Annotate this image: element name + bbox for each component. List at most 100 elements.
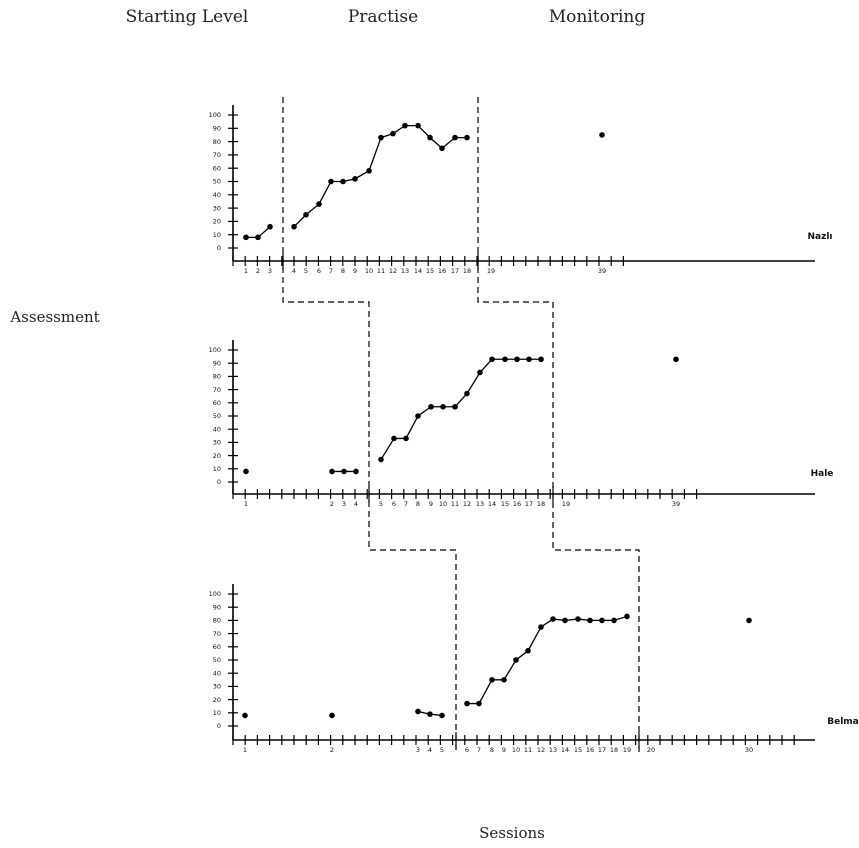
data-point	[562, 617, 568, 624]
data-point	[439, 145, 445, 152]
series-line	[293, 124, 467, 228]
x-tick-label: 30	[745, 746, 753, 754]
y-tick-label: 30	[213, 439, 221, 447]
y-tick-label: 80	[213, 138, 221, 146]
data-point	[267, 223, 273, 230]
data-point	[378, 456, 384, 463]
y-tick-label: 40	[213, 669, 221, 677]
x-tick-label: 8	[341, 267, 345, 275]
y-tick-label: 40	[213, 191, 221, 199]
x-tick-label: 14	[561, 746, 569, 754]
data-point	[415, 413, 421, 419]
x-tick-label: 5	[379, 500, 383, 508]
x-tick-label: 8	[490, 746, 494, 754]
data-point	[390, 130, 396, 137]
data-point	[415, 122, 421, 129]
data-point	[402, 122, 408, 129]
data-point	[328, 178, 334, 185]
y-tick-label: 100	[209, 346, 221, 354]
data-point	[526, 356, 532, 363]
data-point	[366, 168, 372, 174]
x-tick-label: 11	[377, 267, 385, 275]
data-point	[464, 134, 470, 141]
x-tick-label: 20	[647, 746, 655, 754]
x-tick-label: 17	[598, 746, 606, 754]
y-tick-label: 20	[213, 452, 221, 460]
x-tick-label: 19	[562, 500, 570, 508]
y-tick-label: 90	[213, 125, 221, 133]
data-point	[575, 616, 581, 622]
data-point	[291, 223, 297, 230]
x-tick-label: 18	[610, 746, 618, 754]
series-line	[380, 358, 541, 460]
x-tick-label: 9	[429, 500, 433, 508]
data-point	[243, 468, 249, 475]
phase-change-lines	[282, 97, 640, 753]
data-point	[673, 356, 679, 363]
data-point	[439, 712, 445, 719]
x-tick-label: 16	[586, 746, 594, 754]
y-tick-label: 100	[209, 111, 221, 119]
y-tick-label: 100	[209, 590, 221, 598]
data-point	[525, 647, 531, 654]
data-point	[746, 617, 752, 624]
y-tick-label: 0	[217, 478, 221, 486]
data-point	[352, 176, 358, 182]
x-tick-label: 5	[304, 267, 308, 275]
phase-label-starting-level: Starting Level	[126, 7, 249, 27]
y-tick-label: 70	[213, 630, 221, 638]
y-tick-label: 60	[213, 399, 221, 407]
x-tick-label: 3	[342, 500, 346, 508]
data-point	[476, 700, 482, 707]
x-tick-label: 13	[401, 267, 409, 275]
x-tick-label: 17	[525, 500, 533, 508]
data-point	[587, 617, 593, 624]
y-tick-label: 0	[217, 244, 221, 252]
y-tick-label: 70	[213, 151, 221, 159]
y-tick-label: 80	[213, 617, 221, 625]
x-tick-label: 2	[256, 267, 260, 275]
data-point	[415, 708, 421, 715]
x-tick-label: 9	[502, 746, 506, 754]
x-tick-label: 4	[428, 746, 432, 754]
x-tick-label: 1	[244, 267, 248, 275]
x-tick-label: 15	[426, 267, 434, 275]
data-point	[353, 468, 359, 475]
data-point	[340, 178, 346, 185]
x-tick-label: 15	[501, 500, 509, 508]
data-point	[341, 468, 347, 475]
x-tick-label: 39	[598, 267, 606, 275]
data-point	[477, 369, 483, 376]
x-tick-label: 13	[549, 746, 557, 754]
y-tick-label: 90	[213, 603, 221, 611]
x-tick-label: 10	[439, 500, 447, 508]
y-tick-label: 40	[213, 425, 221, 433]
x-tick-label: 8	[416, 500, 420, 508]
y-axis-title: Assessment	[9, 308, 99, 326]
x-tick-label: 2	[330, 746, 334, 754]
x-tick-label: 18	[463, 267, 471, 275]
data-point	[538, 624, 544, 630]
data-point	[513, 657, 519, 663]
participant-name: Hale	[811, 469, 834, 479]
x-tick-label: 12	[463, 500, 471, 508]
y-tick-label: 70	[213, 386, 221, 394]
data-point	[329, 468, 335, 475]
data-point	[599, 617, 605, 624]
y-tick-label: 50	[213, 178, 221, 186]
x-tick-label: 7	[404, 500, 408, 508]
data-point	[329, 712, 335, 719]
x-tick-label: 2	[330, 500, 334, 508]
y-tick-label: 0	[217, 722, 221, 730]
phase-change-line	[477, 97, 640, 753]
x-tick-label: 12	[389, 267, 397, 275]
participant-name: Nazlı	[807, 232, 832, 242]
y-tick-label: 10	[213, 465, 221, 473]
data-point	[427, 134, 433, 141]
phase-change-line	[282, 97, 457, 753]
x-tick-label: 12	[537, 746, 545, 754]
phase-label-monitoring: Monitoring	[549, 7, 646, 27]
